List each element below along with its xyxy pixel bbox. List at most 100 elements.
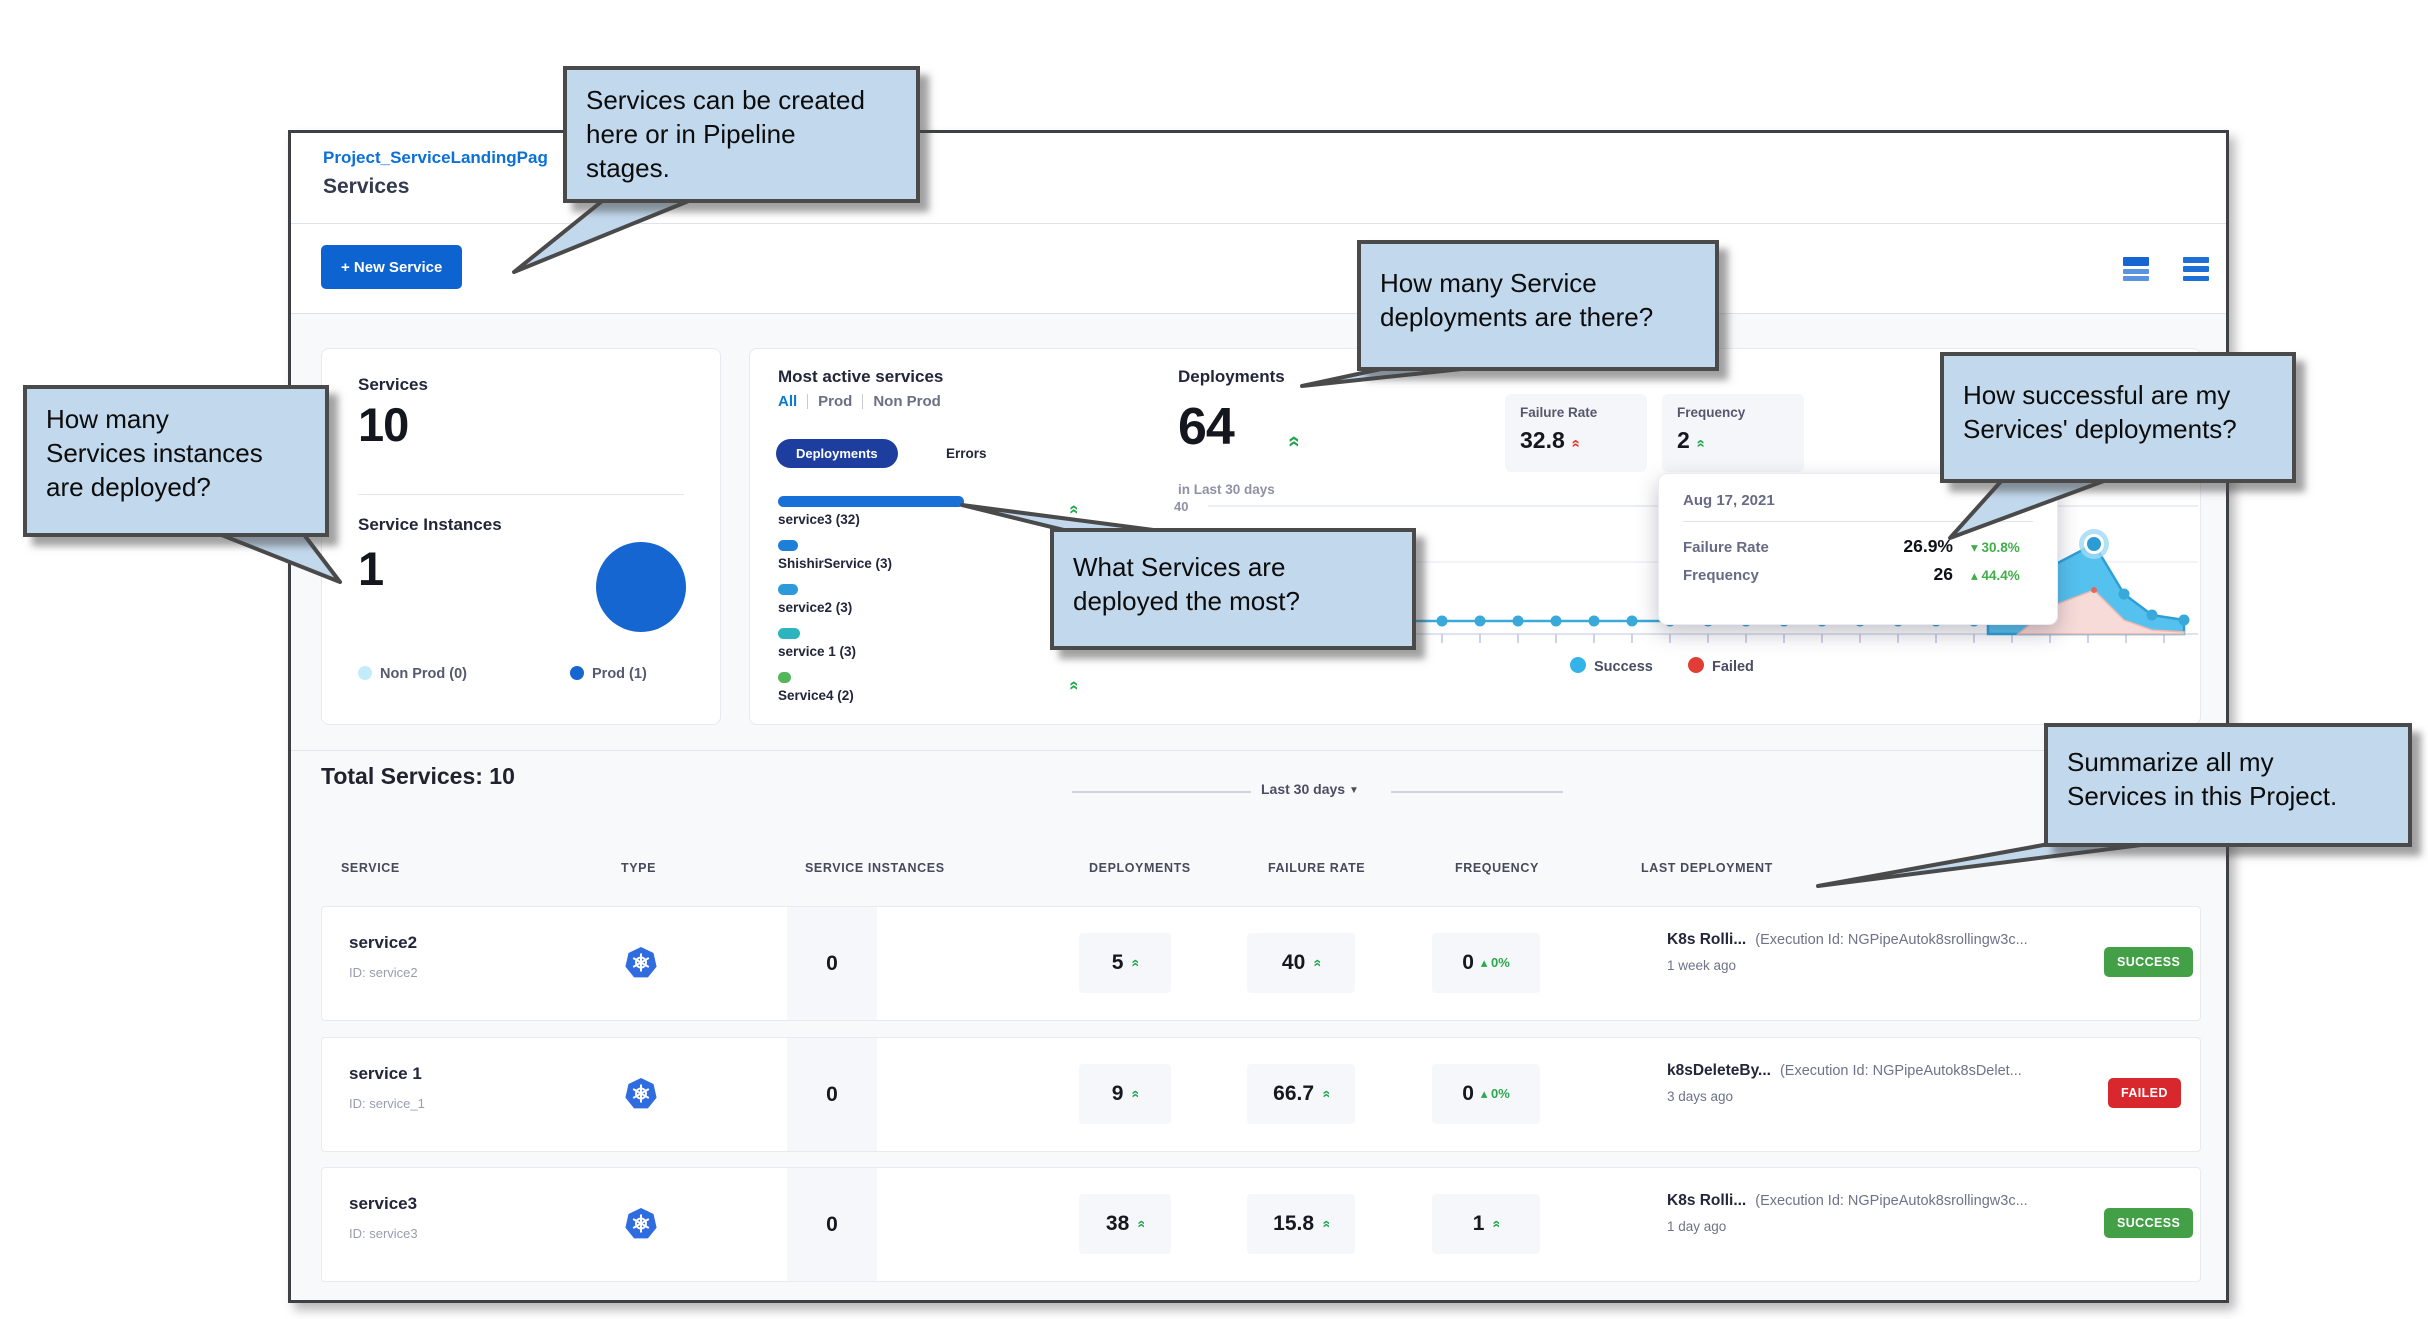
tooltip-date: Aug 17, 2021 [1683, 492, 1775, 509]
services-summary-card: Services 10 Service Instances 1 Non Prod… [321, 348, 721, 725]
caret-down-icon: ▼ [1348, 785, 1359, 796]
callout-deployment-success: How successful are my Services' deployme… [1940, 352, 2296, 483]
deployments-title: Deployments [1178, 367, 1285, 386]
filter-separator [862, 394, 864, 409]
callout-most-deployed: What Services are deployed the most? [1050, 528, 1416, 650]
callout-summarize: Summarize all my Services in this Projec… [2044, 723, 2412, 847]
bar-shishirservice [778, 540, 798, 551]
trend-up-icon: » [1063, 680, 1083, 691]
instances-cell: 0 [787, 907, 877, 1020]
frequency-label: Frequency [1677, 405, 1746, 420]
col-type: TYPE [621, 861, 657, 875]
tooltip-frequency-row: Frequency 26 ▴ 44.4% [1683, 564, 2020, 584]
table-row[interactable]: service 1 ID: service_1 0 9» 66.7» 0 ▴ 0%… [321, 1037, 2201, 1152]
deployments-period: in Last 30 days [1178, 482, 1275, 497]
most-active-title: Most active services [778, 367, 944, 386]
deployments-cell: 38» [1079, 1194, 1171, 1254]
col-service: SERVICE [341, 861, 400, 875]
last-deployment-cell: k8sDeleteBy... (Execution Id: NGPipeAutok… [1667, 1062, 2022, 1104]
chart-tooltip: Aug 17, 2021 Failure Rate 26.9% ▾ 30.8% … [1658, 473, 2058, 625]
status-badge: SUCCESS [2104, 947, 2194, 977]
env-filter: All Prod Non Prod [778, 393, 941, 411]
services-count-label: Services [358, 375, 428, 394]
trend-up-icon: » [1316, 1220, 1333, 1228]
failure-rate-cell: 15.8» [1247, 1194, 1355, 1254]
period-dropdown[interactable]: Last 30 days ▼ [1261, 781, 1359, 797]
frequency-stat: Frequency 2 » [1662, 394, 1804, 472]
frequency-cell: 1» [1432, 1194, 1540, 1254]
tab-errors[interactable]: Errors [946, 446, 987, 461]
bar-label: service 1 (3) [778, 644, 857, 659]
col-last-deployment: LAST DEPLOYMENT [1641, 861, 1773, 875]
bar-service1 [778, 628, 800, 639]
trend-up-icon: » [1126, 959, 1143, 967]
status-badge: FAILED [2108, 1078, 2181, 1108]
frequency-cell: 0 ▴ 0% [1432, 1064, 1540, 1124]
callout-instances: How many Services instances are deployed… [23, 385, 329, 537]
bar-label: Service4 (2) [778, 688, 854, 703]
failure-rate-cell: 66.7» [1247, 1064, 1355, 1124]
trend-up-icon: » [1132, 1220, 1149, 1228]
app-window: Project_ServiceLandingPag Services + New… [288, 130, 2229, 1303]
page-title: Services [323, 175, 410, 198]
bar-service3 [778, 496, 964, 507]
trend-up-icon: » [1308, 959, 1325, 967]
header-divider [291, 223, 2226, 224]
col-deployments: DEPLOYMENTS [1089, 861, 1191, 875]
deployments-cell: 9» [1079, 1064, 1171, 1124]
failure-rate-cell: 40» [1247, 933, 1355, 993]
trend-up-red-icon: » [1566, 439, 1584, 448]
status-badge: SUCCESS [2104, 1208, 2194, 1238]
total-services-title: Total Services: 10 [321, 763, 515, 789]
deployments-total: 64 [1178, 398, 1235, 456]
last-deployment-cell: K8s Rolli... (Execution Id: NGPipeAutok8s… [1667, 1192, 2028, 1234]
callout-deployment-count: How many Service deployments are there? [1357, 240, 1719, 371]
dropdown-line-left [1072, 791, 1251, 793]
list-view-icon[interactable] [2183, 257, 2209, 281]
bar-label: service3 (32) [778, 512, 860, 527]
bar-service2 [778, 584, 798, 595]
kubernetes-icon [625, 1208, 657, 1239]
services-count-value: 10 [358, 398, 409, 451]
filter-separator [807, 394, 809, 409]
trend-up-icon: » [1316, 1090, 1333, 1098]
failure-rate-stat: Failure Rate 32.8 » [1505, 394, 1647, 472]
kubernetes-icon [625, 1078, 657, 1109]
service-instances-label: Service Instances [358, 515, 502, 534]
col-failure-rate: FAILURE RATE [1268, 861, 1366, 875]
y-axis-max-label: 40 [1174, 499, 1189, 514]
dropdown-line-right [1391, 791, 1563, 793]
table-row[interactable]: service3 ID: service3 0 38» 15.8» 1» K8s… [321, 1167, 2201, 1282]
col-frequency: FREQUENCY [1455, 861, 1539, 875]
trend-up-icon: » [1126, 1090, 1143, 1098]
failure-rate-value: 32.8 » [1520, 427, 1584, 453]
deployments-cell: 5» [1079, 933, 1171, 993]
bar-label: service2 (3) [778, 600, 853, 615]
last-deployment-cell: K8s Rolli... (Execution Id: NGPipeAutok8s… [1667, 931, 2028, 973]
non-prod-dot-icon [358, 666, 372, 680]
toolbar-divider [291, 313, 2226, 314]
prod-dot-icon [570, 666, 584, 680]
filter-prod[interactable]: Prod [818, 393, 853, 410]
failed-dot-icon [1688, 657, 1704, 673]
section-divider [291, 750, 2226, 751]
filter-non-prod[interactable]: Non Prod [873, 393, 941, 410]
new-service-button[interactable]: + New Service [321, 245, 463, 289]
highlighted-point [2084, 534, 2104, 554]
failure-rate-label: Failure Rate [1520, 405, 1598, 420]
success-dot-icon [1570, 657, 1586, 673]
bar-service4 [778, 672, 791, 683]
kubernetes-icon [625, 947, 657, 978]
tab-deployments[interactable]: Deployments [776, 439, 898, 468]
bar-label: ShishirService (3) [778, 556, 893, 571]
table-row[interactable]: service2 ID: service2 0 5» 40» 0 ▴ 0% K8s… [321, 906, 2201, 1021]
instances-cell: 0 [787, 1038, 877, 1151]
frequency-cell: 0 ▴ 0% [1432, 933, 1540, 993]
tooltip-failure-rate-row: Failure Rate 26.9% ▾ 30.8% [1683, 536, 2020, 556]
card-view-icon[interactable] [2123, 257, 2149, 281]
legend-prod: Prod (1) [570, 665, 647, 683]
instances-pie-chart [596, 542, 686, 632]
filter-all[interactable]: All [778, 393, 798, 410]
breadcrumb[interactable]: Project_ServiceLandingPag [323, 148, 548, 167]
